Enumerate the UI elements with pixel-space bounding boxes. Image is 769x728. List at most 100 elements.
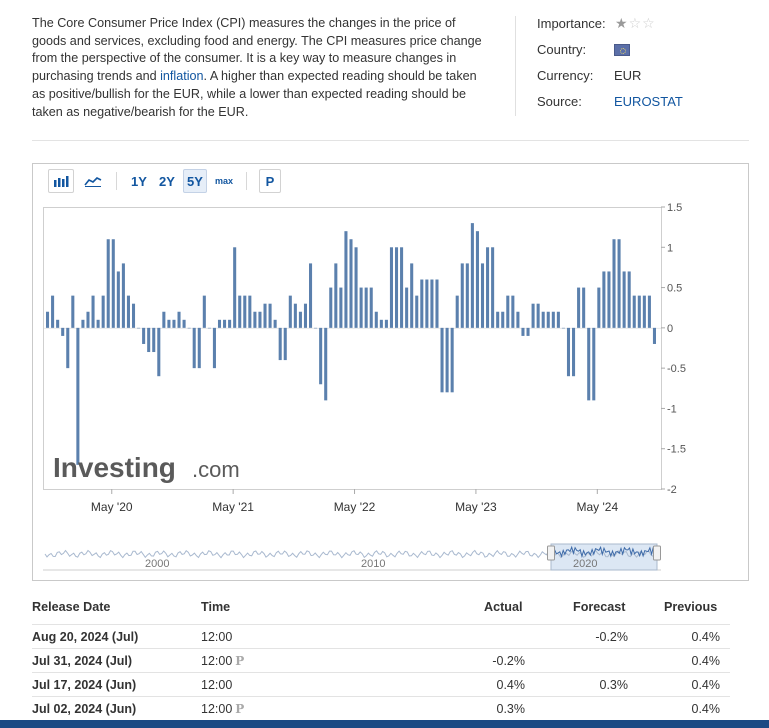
chart-bar bbox=[293, 303, 297, 328]
previous-cell: 0.4% bbox=[691, 678, 721, 692]
time-cell: 12:00 bbox=[201, 630, 233, 644]
chart-bar bbox=[501, 311, 505, 328]
navigator-year-label: 2010 bbox=[361, 558, 385, 570]
chart-bar bbox=[162, 311, 166, 328]
chart-bar bbox=[273, 319, 277, 328]
chart-bar bbox=[142, 327, 146, 344]
line-chart-icon[interactable] bbox=[80, 169, 106, 193]
chart-bar bbox=[556, 311, 560, 328]
chart-bar bbox=[298, 311, 302, 328]
chart-bar bbox=[202, 295, 206, 328]
chart-bar bbox=[430, 279, 434, 328]
header-forecast[interactable]: Forecast bbox=[573, 600, 626, 614]
description-text: The Core Consumer Price Index (CPI) meas… bbox=[32, 16, 482, 84]
chart-bar bbox=[475, 231, 479, 328]
chart-bar bbox=[582, 287, 586, 328]
chart-bar bbox=[334, 263, 338, 328]
chart-bar bbox=[637, 295, 641, 328]
watermark-brand: Investing bbox=[53, 452, 176, 483]
plot-area bbox=[43, 207, 662, 490]
chart-bar bbox=[445, 327, 449, 393]
chart-bar bbox=[207, 327, 211, 329]
chart-bar bbox=[46, 311, 50, 328]
y-tick-label: -0.5 bbox=[667, 363, 686, 375]
previous-cell: 0.4% bbox=[691, 702, 721, 716]
chart-bar bbox=[309, 263, 313, 328]
bar-chart: 1.5 1 0.5 0 -0.5 -1 -1.5 -2 May '20 May '21 May '… bbox=[43, 202, 686, 571]
chart-bar bbox=[238, 295, 242, 328]
x-tick-label: May '24 bbox=[576, 500, 618, 514]
chart-bar bbox=[51, 295, 55, 328]
chart-bar bbox=[131, 303, 136, 328]
chart-bar bbox=[496, 311, 500, 328]
chart-bar bbox=[223, 319, 227, 328]
chart-bar bbox=[212, 327, 216, 369]
chart-bar bbox=[126, 295, 130, 328]
source-link[interactable]: EUROSTAT bbox=[614, 94, 683, 109]
chart-bar bbox=[440, 327, 444, 393]
chart-bar bbox=[460, 263, 464, 328]
importance-stars: ★☆☆ bbox=[615, 15, 656, 33]
y-tick-label: -2 bbox=[667, 484, 677, 496]
chart-bar bbox=[71, 295, 75, 328]
currency-label: Currency: bbox=[537, 68, 594, 83]
release-date-cell: Jul 17, 2024 (Jun) bbox=[32, 678, 137, 692]
chart-bar bbox=[455, 295, 459, 328]
indicator-description: The Core Consumer Price Index (CPI) meas… bbox=[32, 15, 492, 121]
chart-bar bbox=[551, 311, 555, 328]
chart-bar bbox=[349, 239, 353, 328]
navigator-year-label: 2020 bbox=[573, 558, 597, 570]
preliminary-icon: P bbox=[235, 702, 245, 716]
header-time[interactable]: Time bbox=[201, 600, 231, 614]
chart-bar bbox=[177, 311, 181, 328]
chart-bar bbox=[172, 319, 176, 328]
range-max-button[interactable]: max bbox=[211, 169, 237, 193]
range-1y-button[interactable]: 1Y bbox=[128, 169, 150, 193]
chart-bar bbox=[415, 295, 419, 328]
star-empty-icon: ☆ bbox=[628, 15, 643, 31]
header-actual[interactable]: Actual bbox=[484, 600, 523, 614]
range-5y-button[interactable]: 5Y bbox=[183, 169, 207, 193]
range-2y-button[interactable]: 2Y bbox=[156, 169, 178, 193]
y-tick-label: -1 bbox=[667, 403, 677, 415]
chart-bar bbox=[384, 319, 388, 328]
header-previous[interactable]: Previous bbox=[664, 600, 718, 614]
x-tick-label: May '22 bbox=[334, 500, 376, 514]
bar-chart-icon[interactable] bbox=[48, 169, 74, 193]
chart-bar bbox=[617, 239, 621, 328]
x-tick-label: May '20 bbox=[91, 500, 133, 514]
chart-bar bbox=[187, 327, 191, 329]
chart-bar bbox=[420, 279, 424, 328]
chart-bar bbox=[566, 327, 571, 377]
chart-bar bbox=[642, 295, 646, 328]
chart-bar bbox=[435, 279, 439, 328]
chart-bar bbox=[521, 327, 525, 336]
y-tick-label: 0.5 bbox=[667, 283, 682, 295]
chart-bar bbox=[622, 271, 626, 328]
toolbar-divider bbox=[116, 172, 117, 190]
chart-bar bbox=[359, 287, 363, 328]
inflation-link[interactable]: inflation bbox=[160, 69, 204, 84]
navigator-handle bbox=[653, 545, 661, 561]
header-release-date[interactable]: Release Date bbox=[32, 600, 111, 614]
table-row: Jul 31, 2024 (Jul) 12:00 P -0.2% 0.4% bbox=[32, 648, 730, 672]
preliminary-icon: P bbox=[235, 654, 245, 668]
chart-bar bbox=[233, 247, 237, 328]
y-tick-label: 1 bbox=[667, 242, 673, 254]
chart-bar bbox=[364, 287, 368, 328]
chart-bar bbox=[243, 295, 247, 328]
chart-bar bbox=[121, 263, 125, 328]
previous-cell: 0.4% bbox=[691, 630, 721, 644]
table-row: Aug 20, 2024 (Jul) 12:00 -0.2% 0.4% bbox=[32, 624, 730, 648]
chart-bar bbox=[248, 295, 252, 328]
chart-bar bbox=[152, 327, 156, 353]
toolbar-divider bbox=[246, 172, 247, 190]
chart-bar bbox=[602, 271, 606, 328]
chart-bar bbox=[592, 327, 596, 401]
chart-bar bbox=[612, 239, 616, 328]
actual-cell: 0.3% bbox=[496, 702, 526, 716]
time-cell: 12:00 bbox=[201, 678, 233, 692]
time-cell: 12:00 P bbox=[201, 702, 245, 716]
eu-flag-icon bbox=[614, 44, 630, 56]
preliminary-toggle-button[interactable]: P bbox=[259, 169, 281, 193]
